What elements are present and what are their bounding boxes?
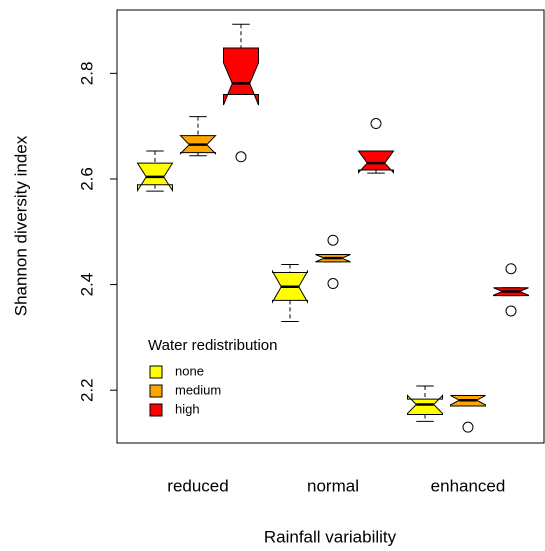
y-tick-label: 2.8 [77, 62, 96, 86]
x-axis-title: Rainfall variability [264, 527, 397, 546]
outlier [235, 151, 247, 163]
y-tick-label: 2.2 [77, 378, 96, 402]
plot-frame [116, 9, 545, 444]
box [357, 150, 395, 174]
x-tick-label: reduced [167, 476, 228, 495]
legend-swatch [149, 403, 163, 417]
legend-title: Water redistribution [148, 337, 278, 354]
box [223, 47, 259, 106]
legend-label: high [175, 401, 200, 416]
outlier [327, 278, 339, 290]
legend-label: none [175, 363, 204, 378]
outlier [327, 234, 339, 246]
outlier [370, 118, 382, 130]
y-tick-label: 2.4 [77, 273, 96, 297]
legend-swatch [149, 384, 163, 398]
y-axis-title: Shannon diversity index [11, 135, 30, 316]
x-tick-label: normal [307, 476, 359, 495]
outlier [462, 421, 474, 433]
outlier [505, 305, 517, 317]
outlier [505, 263, 517, 275]
x-tick-label: enhanced [431, 476, 506, 495]
legend-label: medium [175, 382, 221, 397]
legend-swatch [149, 365, 163, 379]
y-tick-label: 2.6 [77, 167, 96, 191]
